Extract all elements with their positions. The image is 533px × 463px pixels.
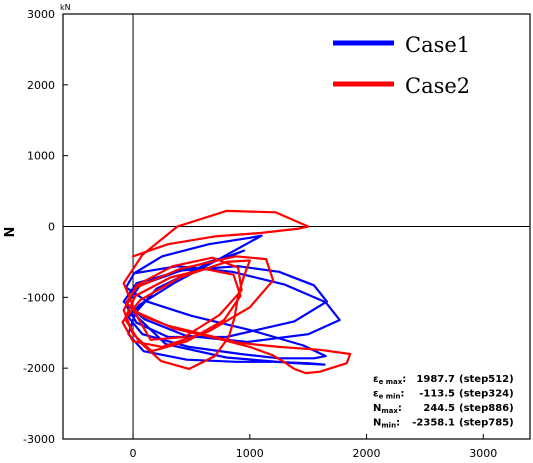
stat-step: (step324) [459,389,514,400]
stat-label: Nmax: [373,403,402,415]
series-line-case2 [121,209,352,375]
x-tick-label: 2000 [353,447,381,460]
y-axis-label: N [3,227,18,238]
y-tick-label: -2000 [23,362,55,375]
legend: Case1 Case2 [333,33,470,98]
legend-label-case1: Case1 [405,33,470,57]
stat-label: εe min: [373,389,404,401]
y-tick-label: 3000 [27,8,55,21]
stat-step: (step512) [459,374,514,385]
legend-label-case2: Case2 [405,74,470,98]
y-tick-label: 1000 [27,150,55,163]
stat-label: εe max: [373,374,406,386]
y-axis-ticks: 3000 2000 1000 0 -1000 -2000 -3000 [23,8,68,446]
stat-step: (step886) [459,403,514,414]
stat-label: Nmin: [373,418,400,430]
y-tick-label: 2000 [27,79,55,92]
stat-value: -113.5 [419,389,455,400]
y-tick-label: -1000 [23,291,55,304]
x-tick-label: 0 [130,447,137,460]
series-layer [121,209,352,375]
x-tick-label: 3000 [469,447,497,460]
x-tick-label: 1000 [236,447,264,460]
x-axis-ticks: 0 1000 2000 3000 [130,434,497,460]
stat-value: 244.5 [423,403,455,414]
y-tick-label: 0 [48,221,55,234]
stat-step: (step785) [459,418,514,429]
stat-value: 1987.7 [416,374,455,385]
stat-value: -2358.1 [412,418,455,429]
y-axis-unit: kN [60,3,71,12]
y-tick-label: -3000 [23,433,55,446]
stats-block: εe max: 1987.7 (step512) εe min: -113.5 (step… [373,374,514,430]
